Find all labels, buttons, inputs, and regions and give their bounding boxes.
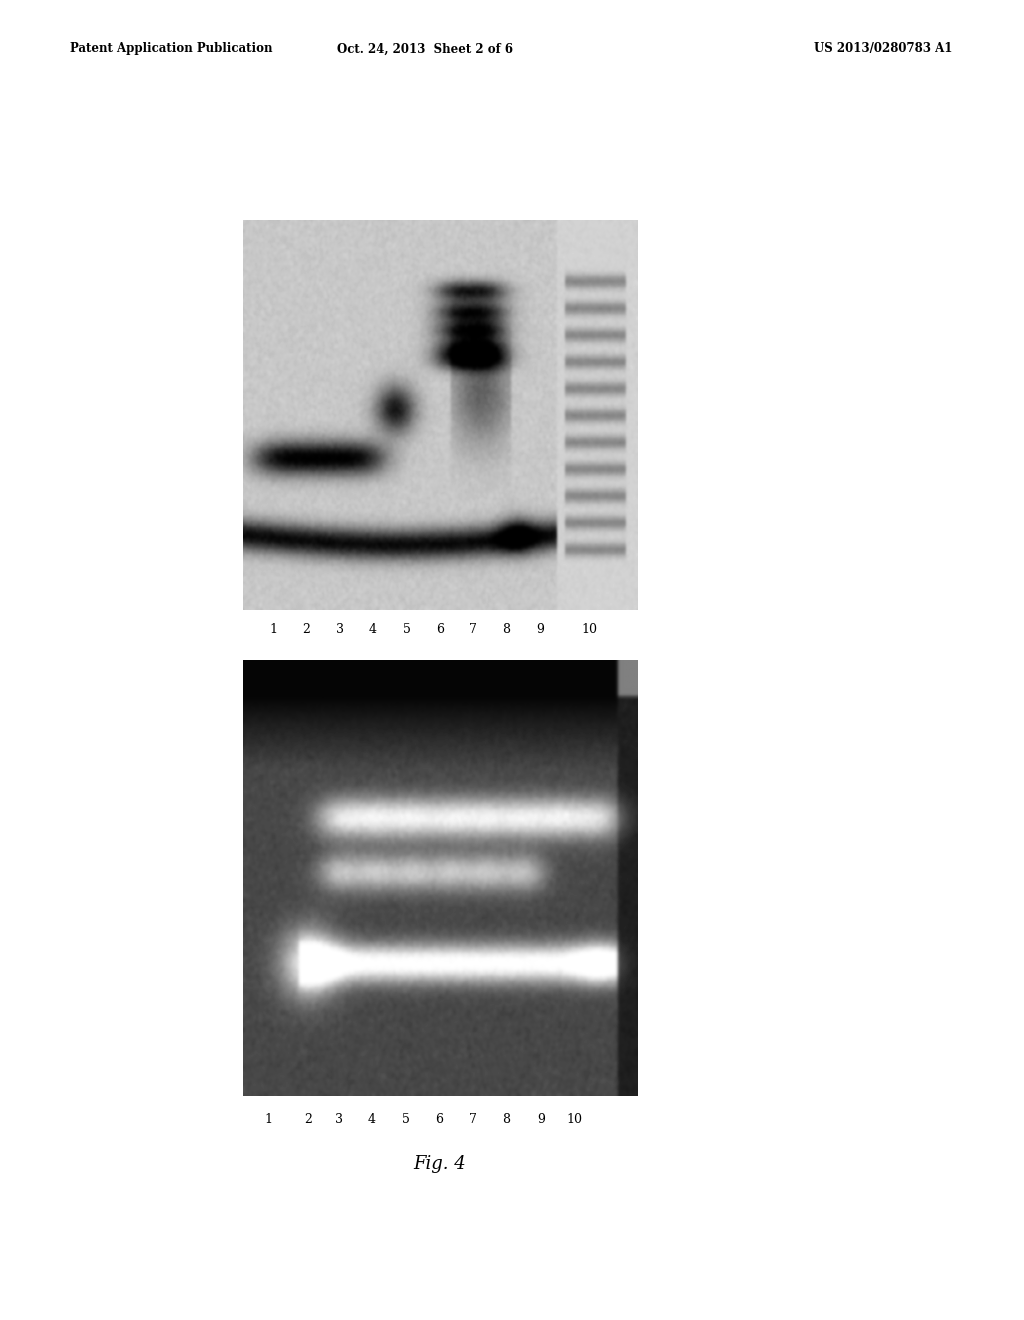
Text: 6: 6 [436,623,443,636]
Text: 7: 7 [469,623,477,636]
Text: 10: 10 [566,1113,583,1126]
Text: 3: 3 [336,623,344,636]
Text: 8: 8 [503,1113,511,1126]
Text: 3: 3 [335,1113,343,1126]
Text: 10: 10 [582,623,597,636]
Text: 5: 5 [401,1113,410,1126]
Text: 9: 9 [536,623,544,636]
Text: 5: 5 [402,623,411,636]
Text: 1: 1 [269,623,278,636]
Text: Fig. 3: Fig. 3 [414,660,466,678]
Text: US 2013/0280783 A1: US 2013/0280783 A1 [814,42,952,55]
Text: 6: 6 [435,1113,442,1126]
Text: 9: 9 [537,1113,545,1126]
Text: Oct. 24, 2013  Sheet 2 of 6: Oct. 24, 2013 Sheet 2 of 6 [337,42,513,55]
Text: 2: 2 [302,623,310,636]
Text: 4: 4 [368,1113,376,1126]
Text: Patent Application Publication: Patent Application Publication [70,42,272,55]
Text: 1: 1 [264,1113,272,1126]
Text: Fig. 4: Fig. 4 [414,1155,466,1173]
Text: 7: 7 [469,1113,477,1126]
Text: 2: 2 [304,1113,312,1126]
Text: 8: 8 [503,623,511,636]
Text: 4: 4 [369,623,377,636]
